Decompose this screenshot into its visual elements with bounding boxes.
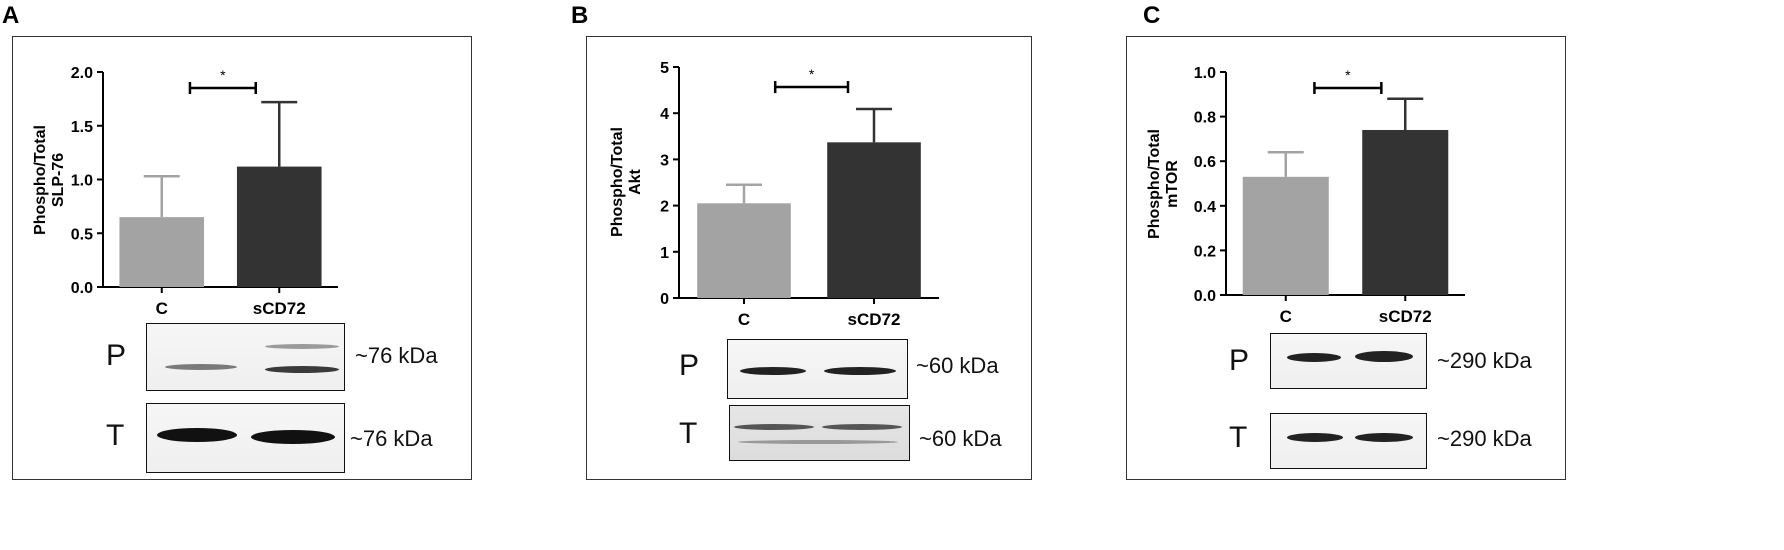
band [740, 367, 806, 375]
bar [119, 217, 205, 287]
bar [1362, 129, 1449, 295]
y-axis-label: Phospho/Total [32, 125, 49, 235]
y-tick-label: 0.2 [1194, 243, 1216, 260]
band [265, 344, 339, 349]
band [265, 366, 339, 373]
bar-chart-c: Phospho/Total mTOR 0.0 0.2 0.4 0.6 0.8 1.0 C sC… [1146, 65, 1465, 326]
y-axis-label: Phospho/Total [609, 127, 626, 237]
y-tick-label: 4 [660, 106, 669, 123]
blot-letter-t: T [679, 417, 698, 450]
blot-size-label: ~76 kDa [350, 426, 433, 451]
x-tick-label: sCD72 [1379, 307, 1432, 326]
y-tick-label: 0.0 [1194, 288, 1216, 305]
band [738, 440, 898, 444]
blot-p-b [727, 339, 908, 399]
significance-marker: * [1345, 67, 1351, 83]
band [822, 424, 902, 430]
y-axis-label: SLP-76 [50, 153, 67, 207]
y-tick-label: 0.5 [71, 226, 93, 243]
x-tick-label: C [156, 299, 168, 318]
bar [697, 203, 791, 298]
band [251, 430, 335, 444]
y-tick-label: 1.5 [71, 119, 93, 136]
band [824, 367, 896, 375]
x-tick-label: C [1280, 307, 1292, 326]
bar [236, 166, 322, 287]
blot-size-label: ~60 kDa [919, 426, 1002, 451]
significance-marker: * [220, 67, 226, 83]
blot-size-label: ~290 kDa [1437, 426, 1532, 451]
panel-letter-a: A [2, 2, 20, 29]
blot-letter-t: T [106, 419, 125, 452]
bar [1242, 176, 1329, 295]
blot-t-a [146, 403, 345, 473]
band [1355, 351, 1413, 362]
blot-p-c [1270, 333, 1427, 389]
y-tick-label: 0.0 [71, 280, 93, 297]
band [1287, 433, 1343, 442]
y-tick-label: 1.0 [1194, 65, 1216, 82]
bar-chart-a: Phospho/Total SLP-76 0.0 0.5 1.0 1.5 2.0 C sCD… [32, 65, 338, 318]
panel-letter-c: C [1143, 2, 1161, 29]
y-tick-label: 1.0 [71, 173, 93, 190]
blot-letter-p: P [679, 349, 700, 382]
y-axis-label: Akt [627, 168, 644, 194]
blot-letter-t: T [1229, 421, 1248, 454]
band [157, 428, 237, 442]
y-tick-label: 0.4 [1194, 199, 1216, 216]
blot-size-label: ~76 kDa [355, 343, 438, 368]
band [1355, 433, 1413, 442]
blot-size-label: ~60 kDa [916, 353, 999, 378]
band [1287, 353, 1341, 362]
panel-letter-b: B [571, 2, 589, 29]
y-tick-label: 0 [660, 291, 669, 308]
band [165, 364, 237, 370]
y-axis-label: mTOR [1164, 160, 1181, 208]
band [734, 424, 814, 430]
x-tick-label: sCD72 [253, 299, 306, 318]
y-tick-label: 2 [660, 199, 669, 216]
y-tick-label: 1 [660, 245, 669, 262]
y-tick-label: 0.6 [1194, 154, 1216, 171]
significance-marker: * [809, 66, 815, 82]
y-axis-label: Phospho/Total [1146, 129, 1163, 239]
y-tick-label: 5 [660, 60, 669, 77]
x-tick-label: sCD72 [848, 310, 901, 329]
bar-chart-b: Phospho/Total Akt 0 1 2 3 4 5 C sCD72 * [609, 60, 939, 329]
blot-t-b [729, 405, 910, 461]
blot-letter-p: P [106, 339, 127, 372]
blot-t-c [1270, 413, 1427, 469]
blot-p-a [146, 323, 345, 391]
bar [827, 142, 921, 298]
x-tick-label: C [738, 310, 750, 329]
blot-size-label: ~290 kDa [1437, 348, 1532, 373]
y-tick-label: 3 [660, 152, 669, 169]
blot-letter-p: P [1229, 344, 1250, 377]
y-tick-label: 0.8 [1194, 110, 1216, 127]
y-tick-label: 2.0 [71, 65, 93, 82]
